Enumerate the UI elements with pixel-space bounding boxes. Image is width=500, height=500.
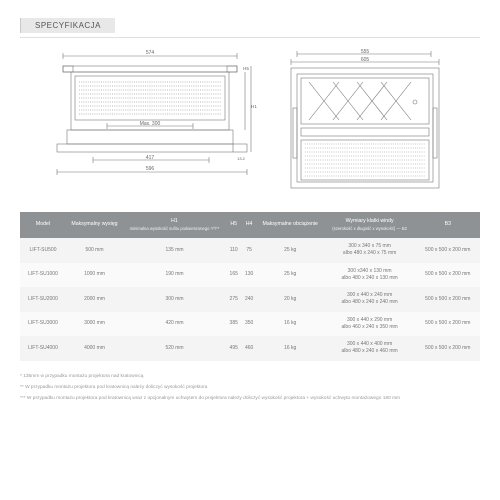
cell-h1: 190 mm: [123, 263, 226, 288]
cell-b2: 300 x 440 x 290 mmalbo 460 x 240 x 350 m…: [324, 312, 416, 337]
technical-drawings: 574 Max. 300 417 596 H5 H1 13.2: [20, 48, 480, 198]
cell-h4: 75: [241, 238, 256, 263]
footnotes: * 135mm w przypadku montażu projektora n…: [20, 371, 480, 404]
dim-605: 605: [361, 57, 370, 63]
cell-h4: 240: [241, 287, 256, 312]
dim-max300: Max. 300: [140, 121, 161, 127]
diagram-front: 574 Max. 300 417 596 H5 H1 13.2: [49, 48, 257, 198]
cell-h1: 520 mm: [123, 336, 226, 361]
cell-reach: 4000 mm: [66, 336, 123, 361]
col-header: B3: [416, 212, 480, 238]
cell-model: LIFT-SU4000: [20, 336, 66, 361]
cell-h5: 495: [226, 336, 241, 361]
table-row: LIFT-SU20002000 mm300 mm27524020 kg300 x…: [20, 287, 480, 312]
cell-h5: 165: [226, 263, 241, 288]
dim-596: 596: [146, 166, 155, 172]
col-header: H1minimalna wysokość sufitu podwieszoneg…: [123, 212, 226, 238]
cell-h5: 275: [226, 287, 241, 312]
cell-b2: 300 x 440 x 400 mmalbo 480 x 240 x 460 m…: [324, 336, 416, 361]
col-header: Maksymalne obciążenie: [257, 212, 324, 238]
cell-load: 20 kg: [257, 287, 324, 312]
footnote-2: ** W przypadku montażu projektora pod kr…: [20, 382, 480, 393]
cell-model: LIFT-SU3000: [20, 312, 66, 337]
col-header: H4: [241, 212, 256, 238]
cell-load: 16 kg: [257, 312, 324, 337]
table-row: LIFT-SU10001000 mm190 mm16513025 kg300 x…: [20, 263, 480, 288]
col-header: H5: [226, 212, 241, 238]
dim-574: 574: [146, 50, 155, 56]
cell-reach: 2000 mm: [66, 287, 123, 312]
footnote-3: *** W przypadku montażu projektora pod k…: [20, 393, 480, 404]
cell-reach: 3000 mm: [66, 312, 123, 337]
dim-417: 417: [146, 155, 155, 161]
cell-model: LIFT-SU2000: [20, 287, 66, 312]
cell-b3: 500 x 500 x 200 mm: [416, 238, 480, 263]
dim-h5: H5: [243, 66, 249, 71]
divider: [20, 37, 480, 38]
cell-h4: 350: [241, 312, 256, 337]
dim-132: 13.2: [237, 156, 246, 161]
cell-reach: 1000 mm: [66, 263, 123, 288]
cell-reach: 500 mm: [66, 238, 123, 263]
cell-h1: 135 mm: [123, 238, 226, 263]
cell-h1: 300 mm: [123, 287, 226, 312]
cell-load: 25 kg: [257, 238, 324, 263]
cell-b2: 300 x 440 x 240 mmalbo 480 x 240 x 240 m…: [324, 287, 416, 312]
cell-b3: 500 x 500 x 200 mm: [416, 287, 480, 312]
cell-model: LIFT-SU500: [20, 238, 66, 263]
table-row: LIFT-SU40004000 mm520 mm49546016 kg300 x…: [20, 336, 480, 361]
cell-load: 16 kg: [257, 336, 324, 361]
cell-h5: 385: [226, 312, 241, 337]
footnote-1: * 135mm w przypadku montażu projektora n…: [20, 371, 480, 382]
table-row: LIFT-SU500500 mm135 mm1107525 kg300 x 34…: [20, 238, 480, 263]
spec-header: SPECYFIKACJA: [20, 18, 115, 33]
cell-b3: 500 x 500 x 200 mm: [416, 263, 480, 288]
cell-b2: 300 x340 x 130 mmalbo 480 x 240 x 130 mm: [324, 263, 416, 288]
spec-table-body: LIFT-SU500500 mm135 mm1107525 kg300 x 34…: [20, 238, 480, 361]
col-header: Maksymalny wysięg: [66, 212, 123, 238]
diagram-plan: 555 605: [281, 48, 451, 198]
spec-table-head: ModelMaksymalny wysięgH1minimalna wysoko…: [20, 212, 480, 238]
col-header: Model: [20, 212, 66, 238]
spec-table: ModelMaksymalny wysięgH1minimalna wysoko…: [20, 212, 480, 361]
dim-555: 555: [361, 49, 370, 55]
dim-h1: H1: [251, 104, 257, 109]
col-header: Wymiary klatki windy(szerokość x długość…: [324, 212, 416, 238]
cell-b3: 500 x 500 x 200 mm: [416, 336, 480, 361]
cell-h4: 130: [241, 263, 256, 288]
cell-load: 25 kg: [257, 263, 324, 288]
cell-h1: 420 mm: [123, 312, 226, 337]
cell-model: LIFT-SU1000: [20, 263, 66, 288]
cell-b3: 500 x 500 x 200 mm: [416, 312, 480, 337]
cell-b2: 300 x 340 x 75 mmalbo 480 x 240 x 75 mm: [324, 238, 416, 263]
table-row: LIFT-SU30003000 mm420 mm38535016 kg300 x…: [20, 312, 480, 337]
cell-h5: 110: [226, 238, 241, 263]
cell-h4: 460: [241, 336, 256, 361]
